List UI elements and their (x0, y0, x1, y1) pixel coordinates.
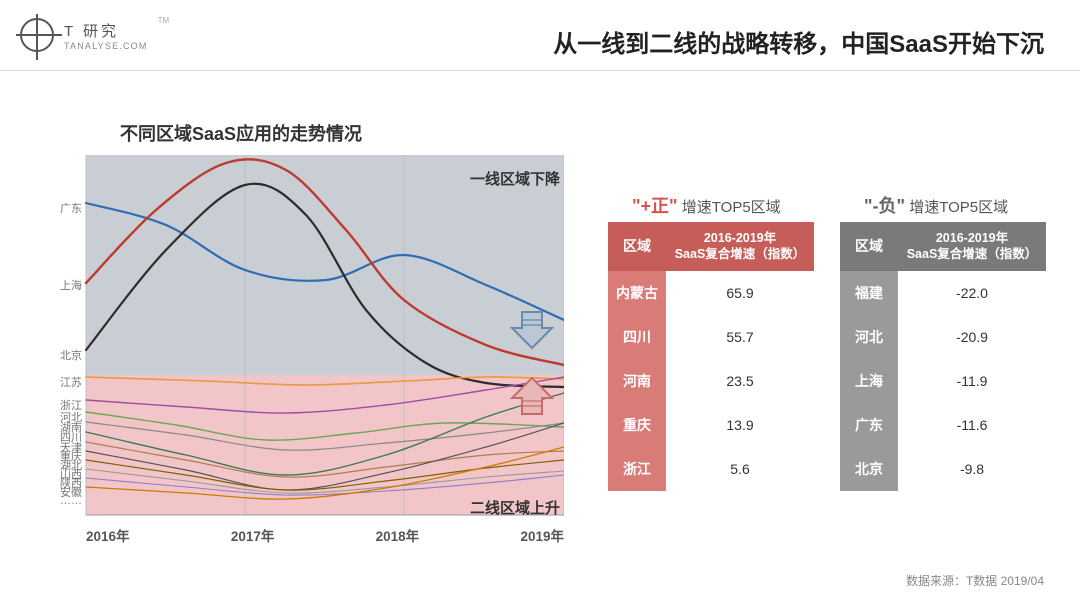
line-chart-svg (34, 155, 564, 520)
region-cell: 河北 (840, 315, 898, 359)
value-cell: 13.9 (666, 403, 814, 447)
region-cell: 四川 (608, 315, 666, 359)
pos-title-accent: "+正" (632, 196, 678, 216)
logo-main: T 研究 (64, 20, 148, 41)
table-header-value: 2016-2019年SaaS复合增速（指数） (666, 222, 814, 271)
logo-tm: TM (158, 16, 170, 25)
value-cell: 55.7 (666, 315, 814, 359)
logo: T 研究 TANALYSE.COM TM (20, 18, 169, 52)
table-row: 福建-22.0 (840, 271, 1046, 315)
value-cell: 5.6 (666, 447, 814, 491)
value-cell: 23.5 (666, 359, 814, 403)
zone-label-tier2: 二线区域上升 (470, 497, 560, 518)
neg-table-title: "-负" 增速TOP5区域 (864, 192, 1008, 218)
region-cell: 北京 (840, 447, 898, 491)
table-header-value: 2016-2019年SaaS复合增速（指数） (898, 222, 1046, 271)
x-axis-label: 2016年 (86, 525, 130, 545)
x-axis-label: 2018年 (376, 525, 420, 545)
region-cell: 河南 (608, 359, 666, 403)
pos-growth-table: 区域2016-2019年SaaS复合增速（指数）内蒙古65.9四川55.7河南2… (608, 222, 814, 491)
neg-title-accent: "-负" (864, 196, 905, 216)
y-axis-label: 江苏 (60, 374, 82, 390)
arrow-down-icon (510, 310, 554, 350)
x-axis-labels: 2016年 2017年 2018年 2019年 (86, 525, 564, 545)
value-cell: -9.8 (898, 447, 1046, 491)
neg-growth-table: 区域2016-2019年SaaS复合增速（指数）福建-22.0河北-20.9上海… (840, 222, 1046, 491)
value-cell: -20.9 (898, 315, 1046, 359)
title-rule (0, 70, 1080, 71)
table-row: 四川55.7 (608, 315, 814, 359)
slide: T 研究 TANALYSE.COM TM 从一线到二线的战略转移，中国SaaS开… (0, 0, 1080, 607)
page-title: 从一线到二线的战略转移，中国SaaS开始下沉 (553, 24, 1044, 59)
value-cell: -11.6 (898, 403, 1046, 447)
y-axis-label: 上海 (60, 277, 82, 293)
y-axis-label: 北京 (60, 347, 82, 363)
zone-label-tier1: 一线区域下降 (470, 168, 560, 189)
y-axis-label: …… (60, 495, 82, 507)
table-row: 浙江5.6 (608, 447, 814, 491)
pos-title-suffix: 增速TOP5区域 (678, 199, 781, 216)
logo-text: T 研究 TANALYSE.COM (64, 20, 148, 51)
y-axis-label: 广东 (60, 200, 82, 216)
x-axis-label: 2019年 (520, 525, 564, 545)
region-cell: 内蒙古 (608, 271, 666, 315)
x-axis-label: 2017年 (231, 525, 275, 545)
table-row: 重庆13.9 (608, 403, 814, 447)
region-cell: 上海 (840, 359, 898, 403)
data-source-footer: 数据来源：T数据 2019/04 (906, 572, 1044, 589)
logo-mark-icon (20, 18, 54, 52)
region-cell: 重庆 (608, 403, 666, 447)
neg-title-suffix: 增速TOP5区域 (905, 199, 1008, 216)
table-row: 广东-11.6 (840, 403, 1046, 447)
table-header-region: 区域 (608, 222, 666, 271)
region-cell: 广东 (840, 403, 898, 447)
region-cell: 福建 (840, 271, 898, 315)
arrow-up-icon (510, 376, 554, 416)
value-cell: 65.9 (666, 271, 814, 315)
value-cell: -22.0 (898, 271, 1046, 315)
table-row: 内蒙古65.9 (608, 271, 814, 315)
chart (34, 155, 564, 525)
chart-title: 不同区域SaaS应用的走势情况 (120, 120, 362, 146)
value-cell: -11.9 (898, 359, 1046, 403)
table-row: 河北-20.9 (840, 315, 1046, 359)
logo-sub: TANALYSE.COM (64, 41, 148, 51)
table-row: 上海-11.9 (840, 359, 1046, 403)
region-cell: 浙江 (608, 447, 666, 491)
table-row: 河南23.5 (608, 359, 814, 403)
table-header-region: 区域 (840, 222, 898, 271)
table-row: 北京-9.8 (840, 447, 1046, 491)
pos-table-title: "+正" 增速TOP5区域 (632, 192, 781, 218)
